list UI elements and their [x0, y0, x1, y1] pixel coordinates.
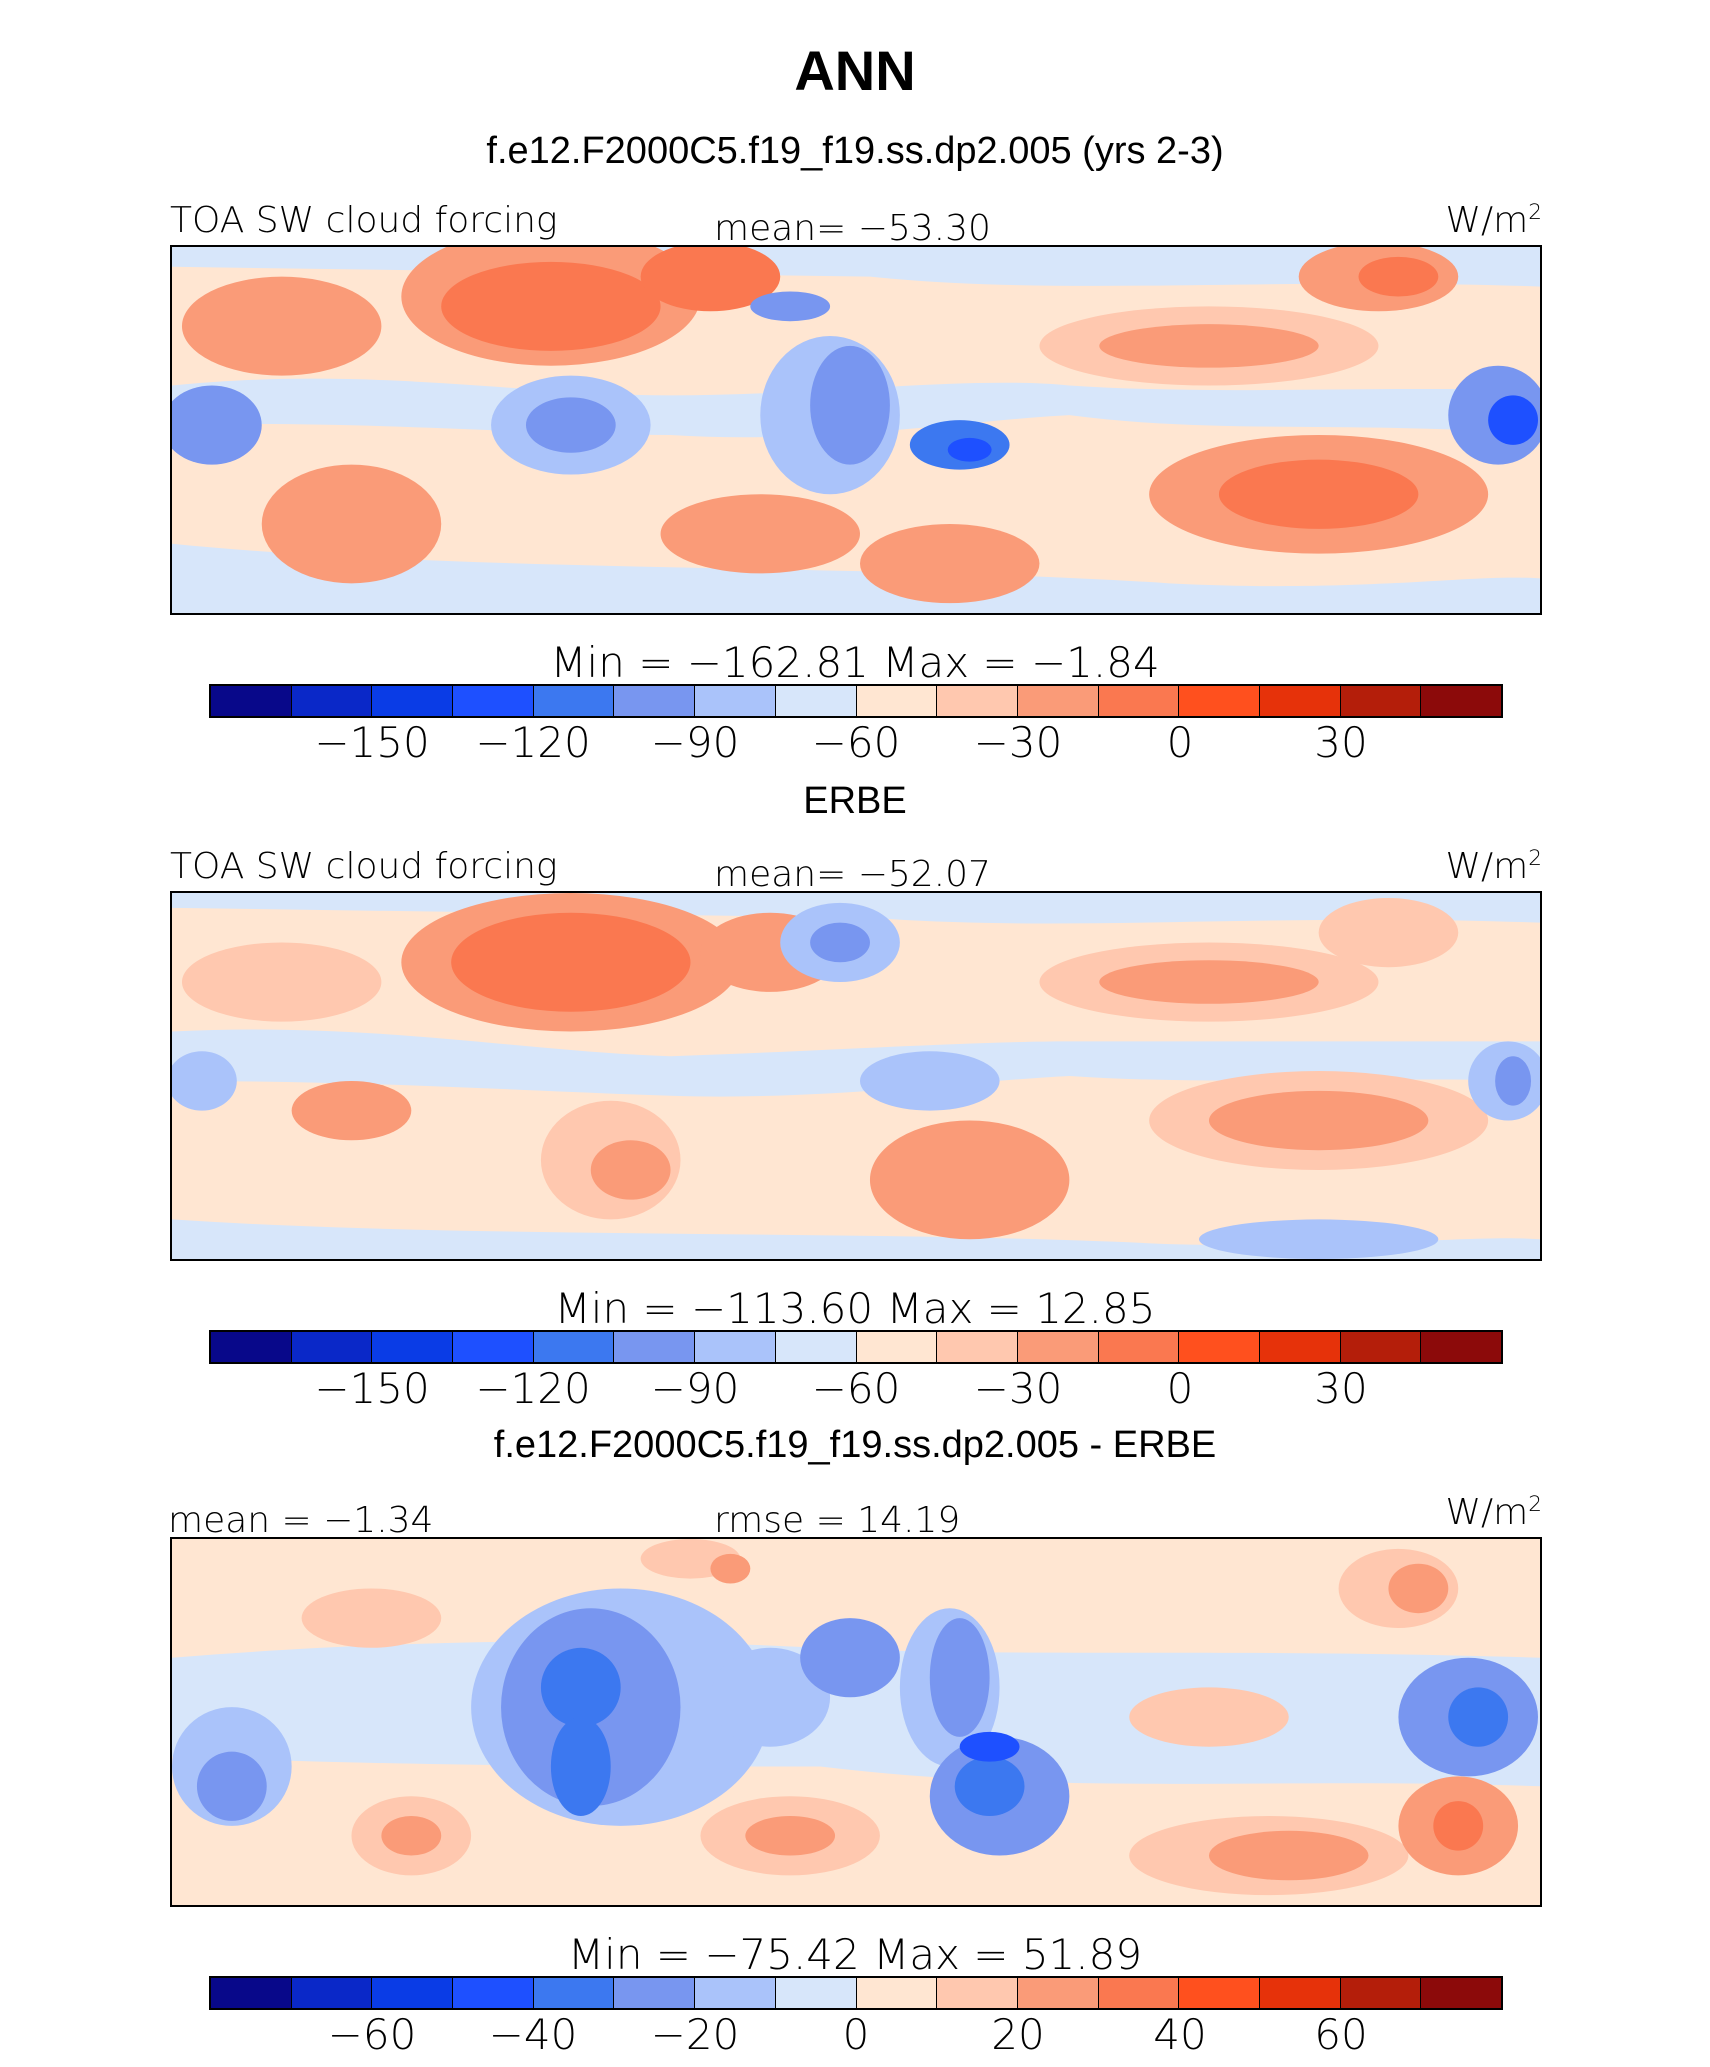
colorbar-swatch [614, 1332, 696, 1362]
colorbar-swatch [291, 1978, 373, 2008]
colorbar-swatch [453, 1978, 534, 2008]
panel-3-tick-label: −40 [488, 2010, 578, 2059]
colorbar-swatch [211, 1332, 292, 1362]
colorbar-swatch [775, 686, 857, 716]
panel-1-tick-label: −90 [650, 718, 740, 767]
panel-3-mean-label: mean = −1.34 [168, 1500, 434, 1541]
colorbar-swatch [1421, 686, 1501, 716]
colorbar-swatch [856, 1978, 938, 2008]
colorbar-swatch [1179, 1332, 1260, 1362]
figure-title: ANN [794, 39, 916, 102]
panel-1-tick-label: 0 [1166, 718, 1194, 767]
colorbar-swatch [453, 686, 534, 716]
colorbar-swatch [211, 686, 292, 716]
panel-1-units: W/m2 [1445, 200, 1542, 241]
colorbar-swatch [1340, 1978, 1422, 2008]
colorbar-swatch [533, 1332, 615, 1362]
colorbar-swatch [1098, 686, 1180, 716]
colorbar-swatch [533, 686, 615, 716]
colorbar-swatch [1017, 1978, 1099, 2008]
panel-1-mean-label: mean= −53.30 [714, 208, 991, 249]
panel-1-colorbar [209, 684, 1503, 718]
panel-1-map [170, 245, 1542, 615]
colorbar-swatch [1179, 686, 1260, 716]
colorbar-swatch [372, 1332, 454, 1362]
panel-3-units: W/m2 [1445, 1492, 1542, 1533]
panel-1-variable-label: TOA SW cloud forcing [170, 200, 558, 241]
colorbar-swatch [1098, 1332, 1180, 1362]
panel-2-tick-label: 30 [1314, 1364, 1368, 1413]
colorbar-swatch [1259, 1978, 1341, 2008]
colorbar-swatch [775, 1978, 857, 2008]
panel-2-mean-label: mean= −52.07 [714, 854, 991, 895]
colorbar-swatch [533, 1978, 615, 2008]
panel-2-stats: Min = −113.60 Max = 12.85 [554, 1284, 1156, 1333]
colorbar-swatch [372, 686, 454, 716]
panel-1-tick-label: −30 [973, 718, 1063, 767]
panel-2-header: ERBE [803, 780, 907, 822]
colorbar-swatch [937, 686, 1018, 716]
panel-3-header: f.e12.F2000C5.f19_f19.ss.dp2.005 - ERBE [493, 1424, 1217, 1466]
panel-2-units: W/m2 [1445, 846, 1542, 887]
panel-2-tick-label: −60 [811, 1364, 901, 1413]
panel-1-tick-label: 30 [1314, 718, 1368, 767]
panel-2-map-field [172, 893, 1540, 1259]
panel-2-tick-label: −120 [475, 1364, 591, 1413]
panel-1-stats: Min = −162.81 Max = −1.84 [550, 638, 1160, 687]
colorbar-swatch [1421, 1332, 1501, 1362]
panel-1-tick-label: −60 [811, 718, 901, 767]
panel-2-variable-label: TOA SW cloud forcing [170, 846, 558, 887]
colorbar-swatch [614, 1978, 696, 2008]
panel-2-colorbar [209, 1330, 1503, 1364]
panel-3-tick-label: 20 [991, 2010, 1045, 2059]
colorbar-swatch [695, 1332, 776, 1362]
panel-3-map [170, 1537, 1542, 1907]
colorbar-swatch [614, 686, 696, 716]
panel-3-tick-label: −20 [650, 2010, 740, 2059]
colorbar-swatch [695, 1978, 776, 2008]
colorbar-swatch [1098, 1978, 1180, 2008]
panel-3-stats: Min = −75.42 Max = 51.89 [567, 1930, 1143, 1979]
panel-1-tick-label: −120 [475, 718, 591, 767]
panel-3-tick-label: 40 [1153, 2010, 1207, 2059]
panel-3-tick-label: −60 [327, 2010, 417, 2059]
colorbar-swatch [1179, 1978, 1260, 2008]
panel-1-tick-label: −150 [314, 718, 430, 767]
colorbar-swatch [775, 1332, 857, 1362]
colorbar-swatch [1259, 1332, 1341, 1362]
colorbar-swatch [695, 686, 776, 716]
panel-2-tick-label: −30 [973, 1364, 1063, 1413]
colorbar-swatch [1017, 686, 1099, 716]
panel-3-colorbar [209, 1976, 1503, 2010]
colorbar-swatch [937, 1332, 1018, 1362]
colorbar-swatch [937, 1978, 1018, 2008]
colorbar-swatch [1421, 1978, 1501, 2008]
panel-2-tick-label: 0 [1166, 1364, 1194, 1413]
panel-3-tick-label: 0 [842, 2010, 870, 2059]
colorbar-swatch [453, 1332, 534, 1362]
colorbar-swatch [372, 1978, 454, 2008]
colorbar-swatch [1017, 1332, 1099, 1362]
colorbar-swatch [1340, 1332, 1422, 1362]
panel-1-header: f.e12.F2000C5.f19_f19.ss.dp2.005 (yrs 2-… [486, 130, 1224, 172]
panel-2-tick-label: −90 [650, 1364, 740, 1413]
colorbar-swatch [291, 686, 373, 716]
panel-3-map-field [172, 1539, 1540, 1905]
colorbar-swatch [1259, 686, 1341, 716]
panel-2-tick-label: −150 [314, 1364, 430, 1413]
colorbar-swatch [1340, 686, 1422, 716]
panel-3-rmse-label: rmse = 14.19 [714, 1500, 961, 1541]
colorbar-swatch [856, 686, 938, 716]
panel-1-map-field [172, 247, 1540, 613]
panel-2-map [170, 891, 1542, 1261]
colorbar-swatch [291, 1332, 373, 1362]
colorbar-swatch [856, 1332, 938, 1362]
panel-3-tick-label: 60 [1314, 2010, 1368, 2059]
colorbar-swatch [211, 1978, 292, 2008]
